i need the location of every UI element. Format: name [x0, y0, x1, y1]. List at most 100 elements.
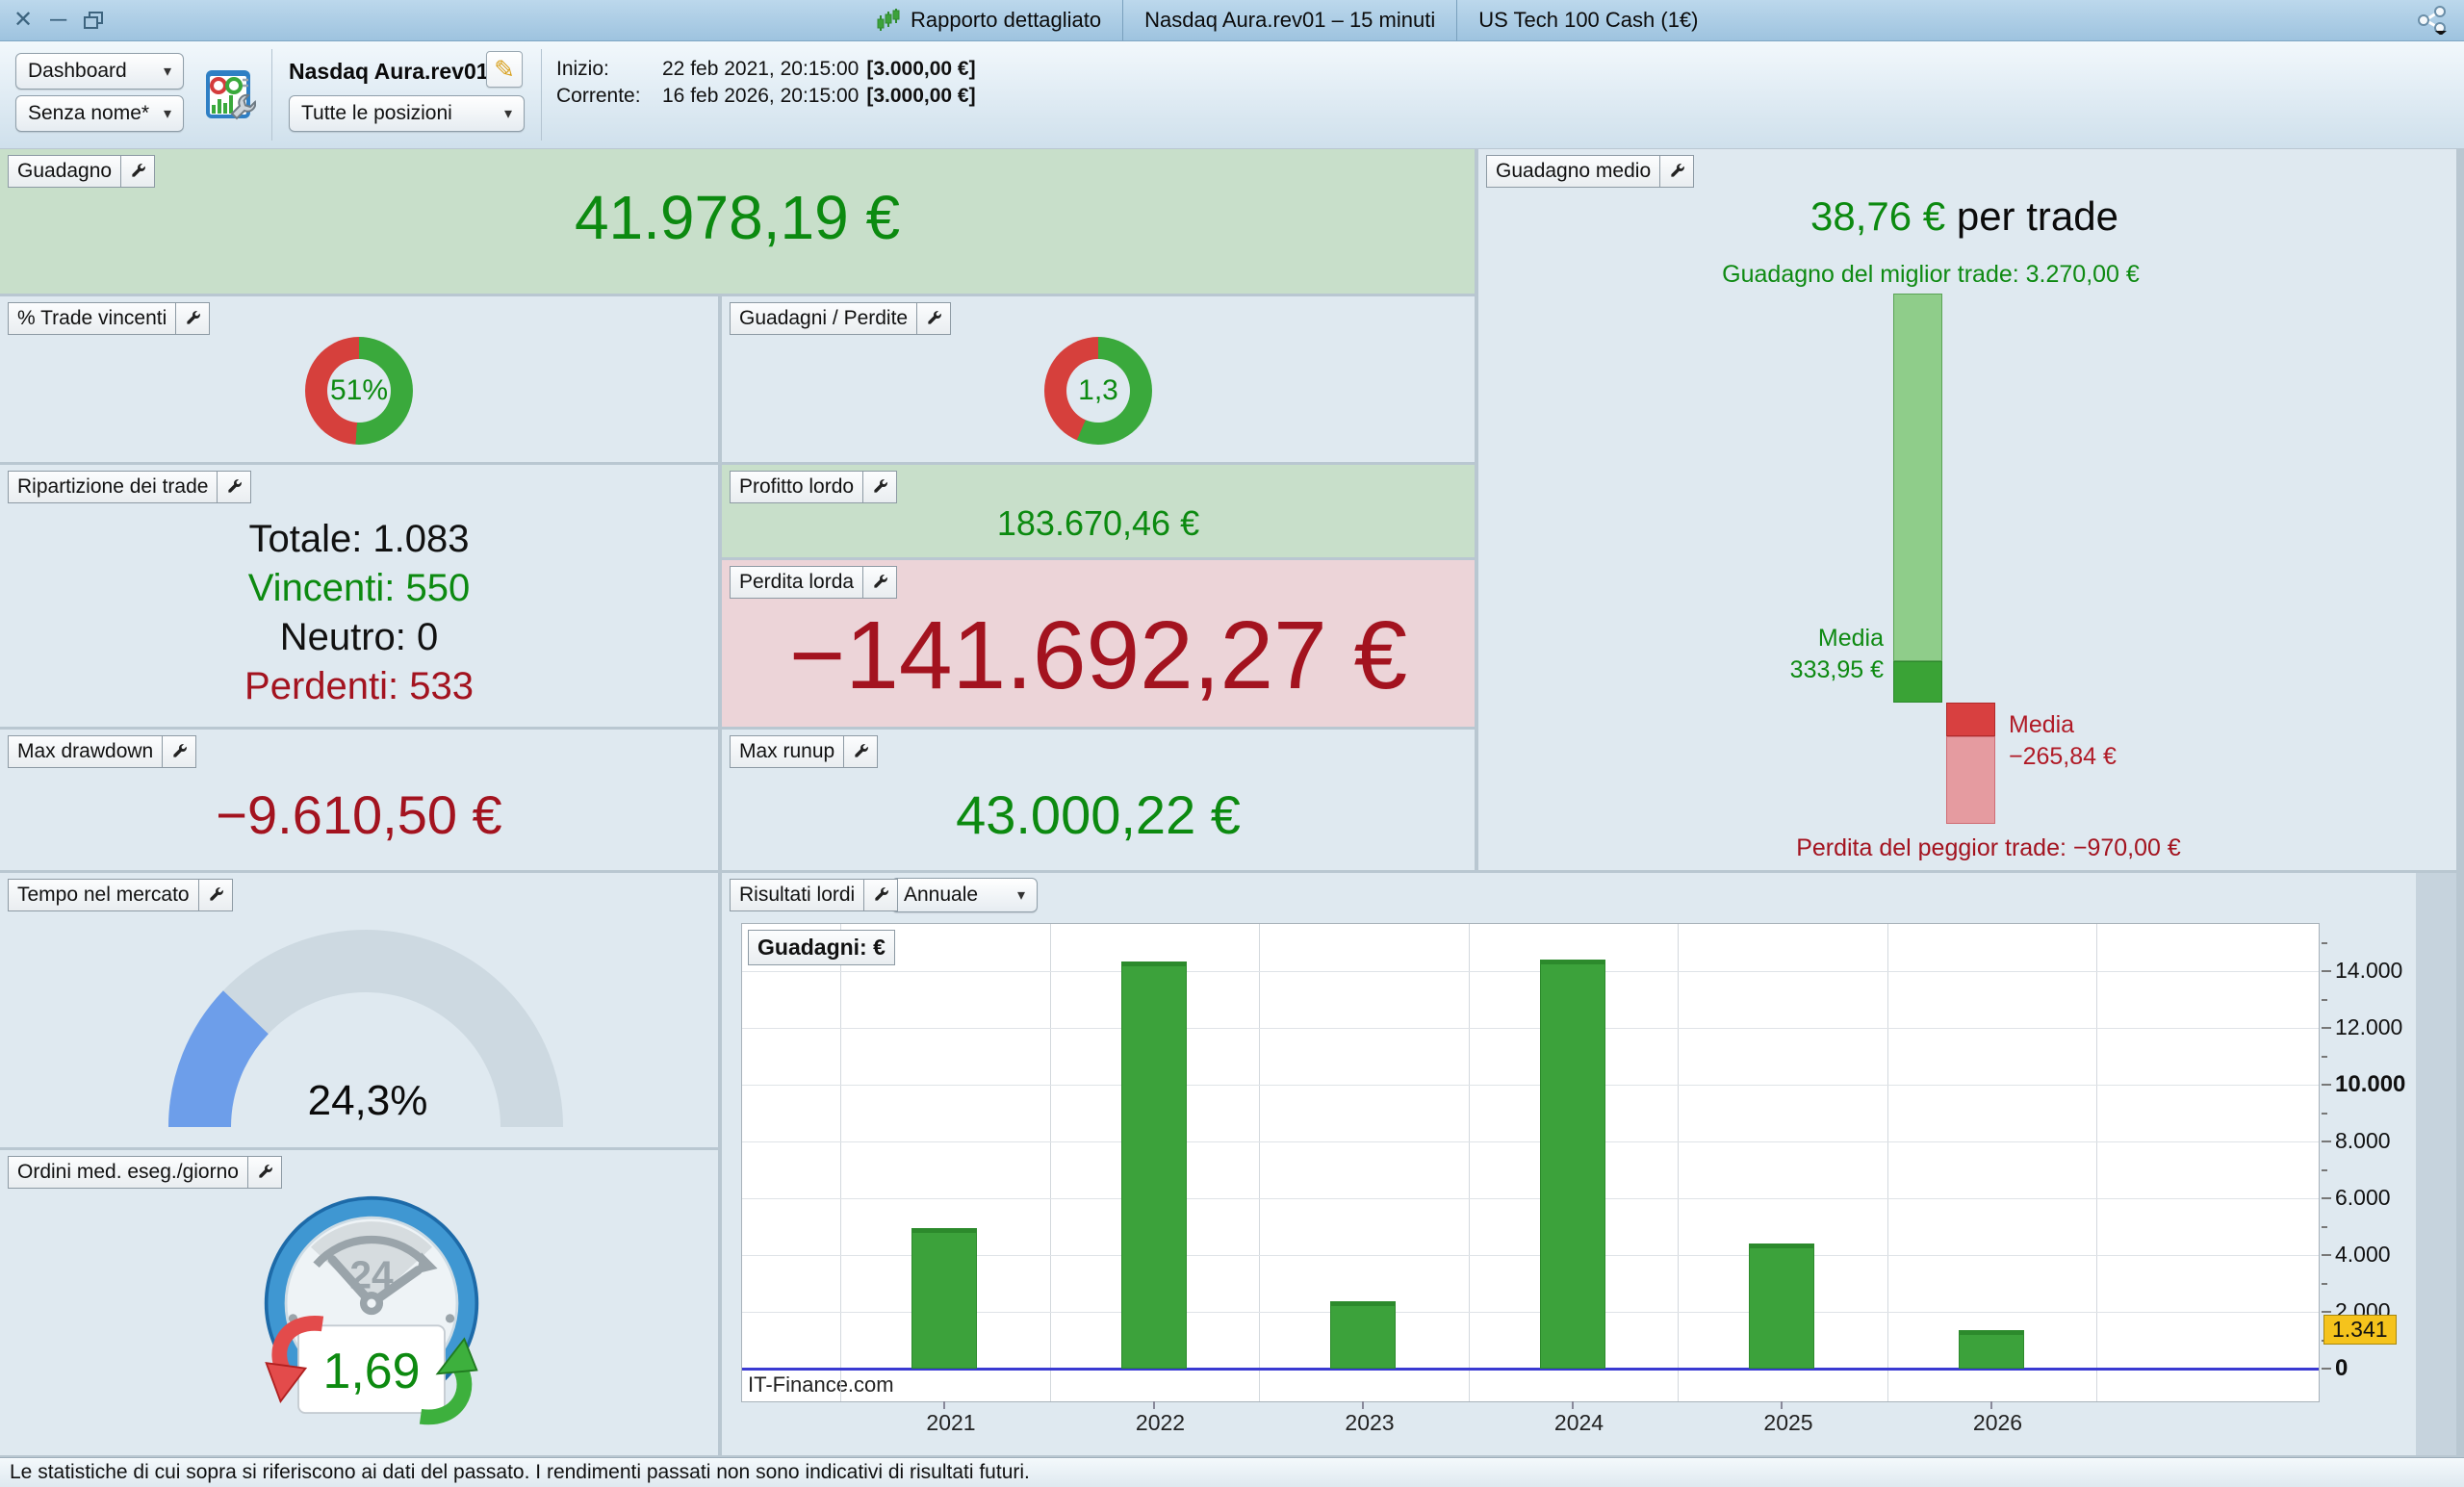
- win-rate-value: 51%: [329, 374, 389, 406]
- y-axis-minor-tick: [2322, 1225, 2327, 1228]
- donut-hole: 1,3: [1066, 359, 1130, 423]
- layout-select[interactable]: Senza nome* ▾: [15, 95, 184, 132]
- avg-win-label: Media 333,95 €: [1662, 623, 1884, 686]
- max-runup-value: 43.000,22 €: [956, 784, 1241, 845]
- x-axis-label: 2024: [1553, 1410, 1604, 1435]
- panel-label: % Trade vincenti: [17, 307, 167, 329]
- y-axis-minor-tick: [2322, 941, 2327, 944]
- x-axis-tick: [1781, 1401, 1783, 1409]
- panel-max-drawdown-chip: Max drawdown: [8, 735, 197, 768]
- panel-max-drawdown: Max drawdown −9.610,50 €: [0, 730, 718, 870]
- y-axis-minor-tick: [2322, 998, 2327, 1001]
- y-axis-label: 6.000: [2335, 1185, 2391, 1211]
- wrench-icon[interactable]: [197, 880, 232, 910]
- dashboard-select-value: Dashboard: [28, 60, 127, 82]
- wrench-icon[interactable]: [120, 156, 154, 187]
- title-segment-instrument: US Tech 100 Cash (1€): [1456, 0, 1719, 40]
- chart-vgridline: [2096, 924, 2097, 1401]
- wrench-icon[interactable]: [863, 880, 897, 910]
- period-select-value: Annuale: [904, 884, 979, 906]
- panel-risultati-lordi: Risultati lordi Annuale ▾ Guadagni: € IT…: [722, 873, 2456, 1455]
- chart-hgridline: [742, 1028, 2319, 1030]
- avg-trade-suffix: per trade: [1945, 193, 2118, 239]
- y-axis-tick: [2322, 1254, 2331, 1257]
- x-axis-label: 2022: [1135, 1410, 1186, 1435]
- avg-win-bar-light: [1893, 294, 1942, 661]
- minimize-window-icon[interactable]: ─: [50, 7, 67, 33]
- chevron-down-icon: ▾: [163, 106, 171, 122]
- title-system-label: Nasdaq Aura.rev01 – 15 minuti: [1144, 8, 1436, 32]
- chart-hgridline: [742, 1085, 2319, 1087]
- panel-trade-vincenti: % Trade vincenti 51%: [0, 296, 718, 462]
- current-value-badge: 1.341: [2323, 1315, 2397, 1346]
- chart-bar-2021: [911, 1228, 977, 1369]
- wrench-icon[interactable]: [843, 736, 877, 767]
- pencil-icon: ✎: [494, 54, 515, 84]
- trade-breakdown-row: Vincenti: 550: [247, 567, 471, 609]
- panel-tempo-mercato: Tempo nel mercato 24,3%: [0, 873, 718, 1147]
- positions-select[interactable]: Tutte le posizioni ▾: [289, 95, 525, 132]
- chart-hgridline: [742, 971, 2319, 973]
- chevron-down-icon: ▾: [503, 106, 512, 122]
- avg-win-bar-dark: [1893, 660, 1942, 703]
- chart-series-label: Guadagni: €: [757, 935, 886, 960]
- dashboard-main: Guadagno 41.978,19 € % Trade vincenti 51…: [0, 148, 2464, 1457]
- panel-trade-vincenti-chip: % Trade vincenti: [8, 302, 211, 335]
- panel-label: Max drawdown: [17, 740, 154, 762]
- restore-window-icon[interactable]: [84, 12, 104, 29]
- wrench-icon[interactable]: [862, 472, 896, 502]
- wrench-icon[interactable]: [217, 472, 250, 502]
- layout-select-value: Senza nome*: [28, 102, 150, 124]
- dashboard-select[interactable]: Dashboard ▾: [15, 53, 184, 90]
- window-controls: ✕ ─: [13, 0, 104, 40]
- gross-profit-value: 183.670,46 €: [996, 503, 1200, 543]
- x-axis-tick: [1571, 1401, 1574, 1409]
- panel-ripartizione-chip: Ripartizione dei trade: [8, 471, 252, 503]
- wrench-icon[interactable]: [916, 303, 950, 334]
- avg-win-label-line1: Media: [1817, 625, 1884, 652]
- time-in-market-value: 24,3%: [307, 1077, 428, 1124]
- wrench-icon[interactable]: [862, 567, 896, 598]
- y-axis-minor-tick: [2322, 1168, 2327, 1171]
- y-axis-label: 4.000: [2335, 1242, 2391, 1268]
- donut-hole: 51%: [327, 359, 391, 423]
- inizio-capital: [3.000,00 €]: [866, 58, 976, 80]
- wrench-icon[interactable]: [246, 1157, 281, 1188]
- corrente-capital: [3.000,00 €]: [866, 85, 976, 107]
- close-window-icon[interactable]: ✕: [13, 7, 34, 33]
- chart-x-labels: 2021 2022 2023 2024 2025 2026: [741, 1410, 2318, 1439]
- positions-select-value: Tutte le posizioni: [301, 102, 452, 124]
- y-axis-tick: [2322, 1084, 2331, 1087]
- wrench-icon[interactable]: [175, 303, 209, 334]
- x-axis-label: 2026: [1972, 1410, 2023, 1435]
- title-bar: ✕ ─ Rapporto dettagliato Nasdaq Aura.rev…: [0, 0, 2464, 41]
- wrench-icon[interactable]: [162, 736, 195, 767]
- share-icon[interactable]: [2416, 6, 2449, 35]
- dashboard-settings-icon[interactable]: [204, 68, 256, 120]
- trade-breakdown-row: Perdenti: 533: [244, 665, 474, 707]
- panel-profitto-lordo-chip: Profitto lordo: [730, 471, 898, 503]
- y-axis-tick: [2322, 1141, 2331, 1143]
- panel-guadagno-medio: Guadagno medio 38,76 € per trade Guadagn…: [1478, 149, 2456, 870]
- profit-loss-ratio-donut: 1,3: [1044, 337, 1152, 445]
- avg-trade-value: 38,76 €: [1810, 193, 1946, 239]
- chart-vgridline: [1468, 924, 1470, 1401]
- x-axis-tick: [1152, 1401, 1155, 1409]
- avg-loss-label-line2: −265,84 €: [2009, 743, 2117, 770]
- share-menu[interactable]: [2416, 6, 2449, 35]
- guadagno-value: 41.978,19 €: [574, 183, 901, 252]
- y-axis-minor-tick: [2322, 1282, 2327, 1285]
- gross-loss-value: −141.692,27 €: [788, 602, 1408, 709]
- x-axis-label: 2023: [1345, 1410, 1395, 1435]
- edit-name-button[interactable]: ✎: [486, 51, 523, 88]
- chart-y-axis: 14.000 12.000 10.000 8.000 6.000 4.000 2.000 0 1…: [2322, 923, 2418, 1401]
- y-axis-tick: [2322, 1197, 2331, 1200]
- period-select[interactable]: Annuale ▾: [891, 878, 1038, 912]
- wrench-icon[interactable]: [1659, 156, 1693, 187]
- chart-hgridline: [742, 1312, 2319, 1314]
- y-axis-label: 12.000: [2335, 1014, 2403, 1040]
- avg-loss-bar-dark: [1946, 703, 1995, 736]
- panel-label: Risultati lordi: [739, 884, 856, 906]
- x-axis-label: 2021: [926, 1410, 976, 1435]
- panel-ripartizione: Ripartizione dei trade Totale: 1.083 Vinc…: [0, 465, 718, 727]
